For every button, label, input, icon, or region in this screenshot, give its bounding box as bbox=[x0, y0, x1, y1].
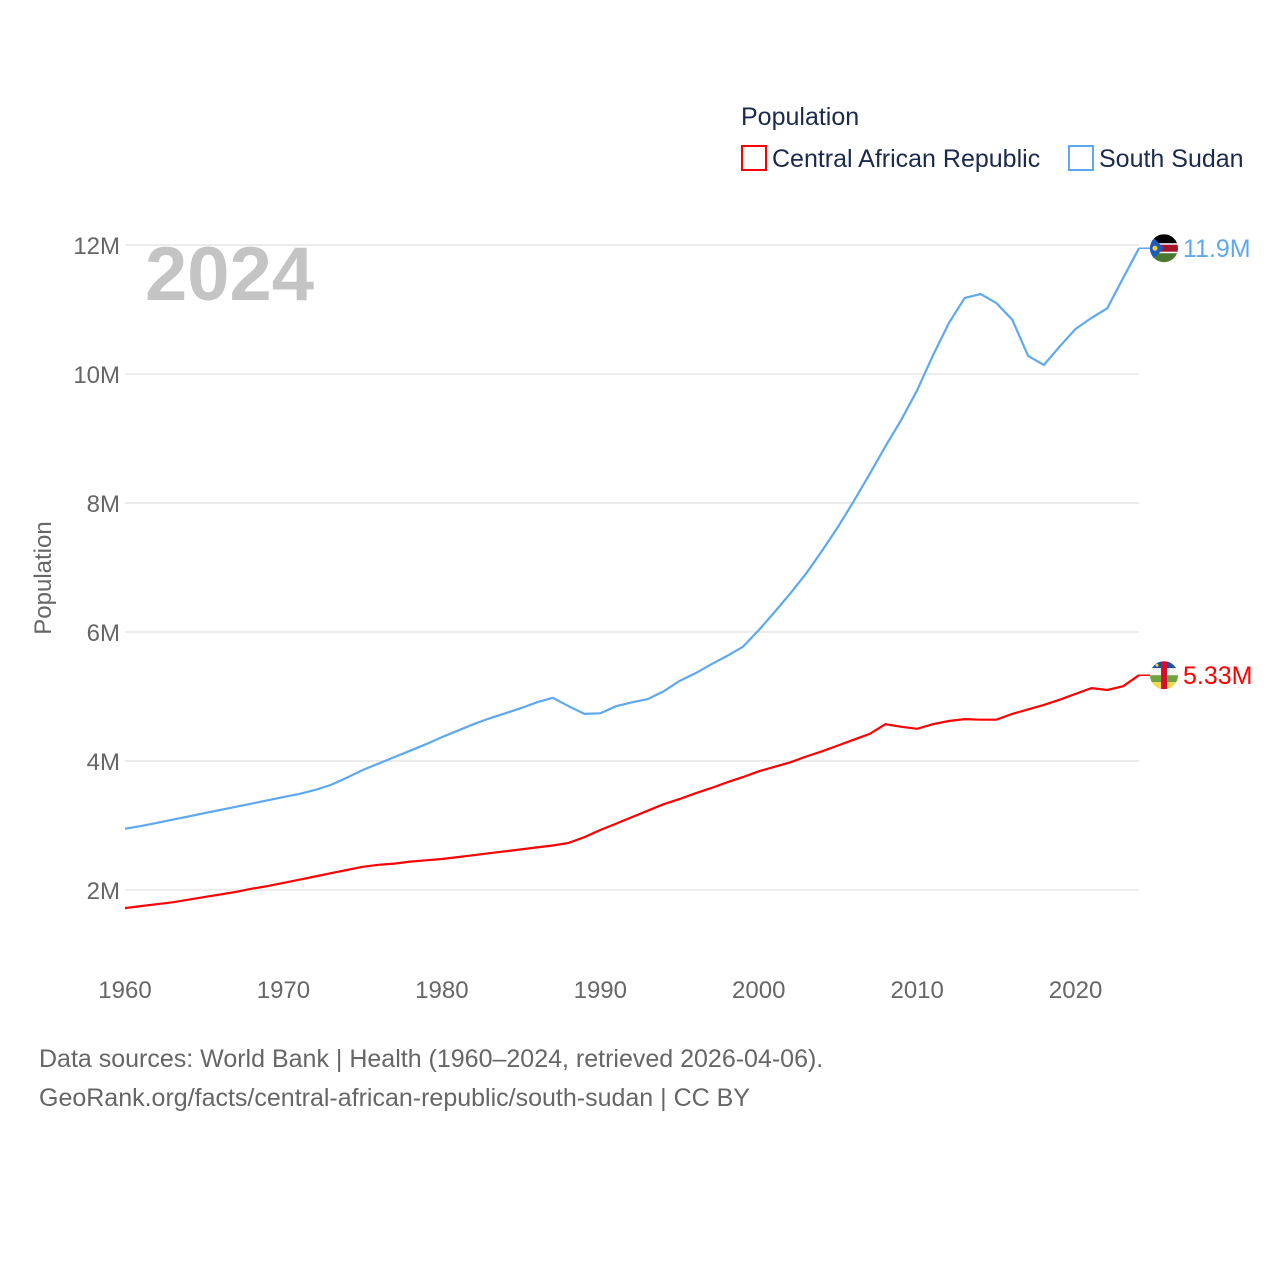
x-tick-label: 2000 bbox=[732, 977, 785, 1004]
legend-label-car: Central African Republic bbox=[772, 145, 1040, 173]
x-tick-label: 1980 bbox=[415, 977, 468, 1004]
legend-title: Population bbox=[741, 103, 859, 131]
flag-cross-band bbox=[1161, 661, 1167, 690]
x-tick-label: 1970 bbox=[257, 977, 310, 1004]
flag-star bbox=[1155, 663, 1159, 667]
legend-swatch-south-sudan bbox=[1068, 145, 1094, 171]
flag-stripe bbox=[1150, 251, 1178, 254]
flag-star bbox=[1152, 245, 1158, 251]
end-value-label-car: 5.33M bbox=[1183, 662, 1252, 690]
footer-sources: Data sources: World Bank | Health (1960–… bbox=[39, 1045, 824, 1073]
end-value-label-south-sudan: 11.9M bbox=[1183, 235, 1251, 263]
flag-body bbox=[1150, 661, 1178, 690]
legend-item-south-sudan[interactable]: South Sudan bbox=[1068, 145, 1244, 173]
flag-icon-south-sudan bbox=[1150, 234, 1178, 263]
footer-link[interactable]: GeoRank.org/facts/central-african-republ… bbox=[39, 1084, 750, 1112]
x-tick-label: 2020 bbox=[1049, 977, 1102, 1004]
y-tick-label: 12M bbox=[73, 233, 120, 260]
x-tick-label: 1960 bbox=[98, 977, 151, 1004]
legend-label-south-sudan: South Sudan bbox=[1099, 145, 1244, 173]
legend-item-car[interactable]: Central African Republic bbox=[741, 145, 1040, 173]
flag-stripe bbox=[1150, 253, 1178, 263]
population-line-chart: Population Central African Republic Sout… bbox=[30, 103, 1252, 1004]
legend-swatch-car bbox=[741, 145, 767, 171]
y-tick-label: 10M bbox=[73, 362, 120, 389]
flag-stripe bbox=[1150, 243, 1178, 245]
y-tick-label: 4M bbox=[87, 749, 120, 776]
y-tick-label: 6M bbox=[87, 620, 120, 647]
flag-stripe bbox=[1150, 234, 1178, 245]
y-tick-label: 8M bbox=[87, 491, 120, 518]
y-axis-label: Population bbox=[30, 521, 57, 634]
x-tick-label: 1990 bbox=[574, 977, 627, 1004]
x-tick-label: 2010 bbox=[890, 977, 943, 1004]
y-tick-label: 2M bbox=[87, 878, 120, 905]
flag-body bbox=[1150, 234, 1178, 263]
line-car bbox=[124, 674, 1140, 910]
flag-icon-central-african-republic bbox=[1150, 661, 1178, 690]
year-watermark: 2024 bbox=[145, 232, 314, 317]
line-south-sudan bbox=[124, 247, 1140, 830]
